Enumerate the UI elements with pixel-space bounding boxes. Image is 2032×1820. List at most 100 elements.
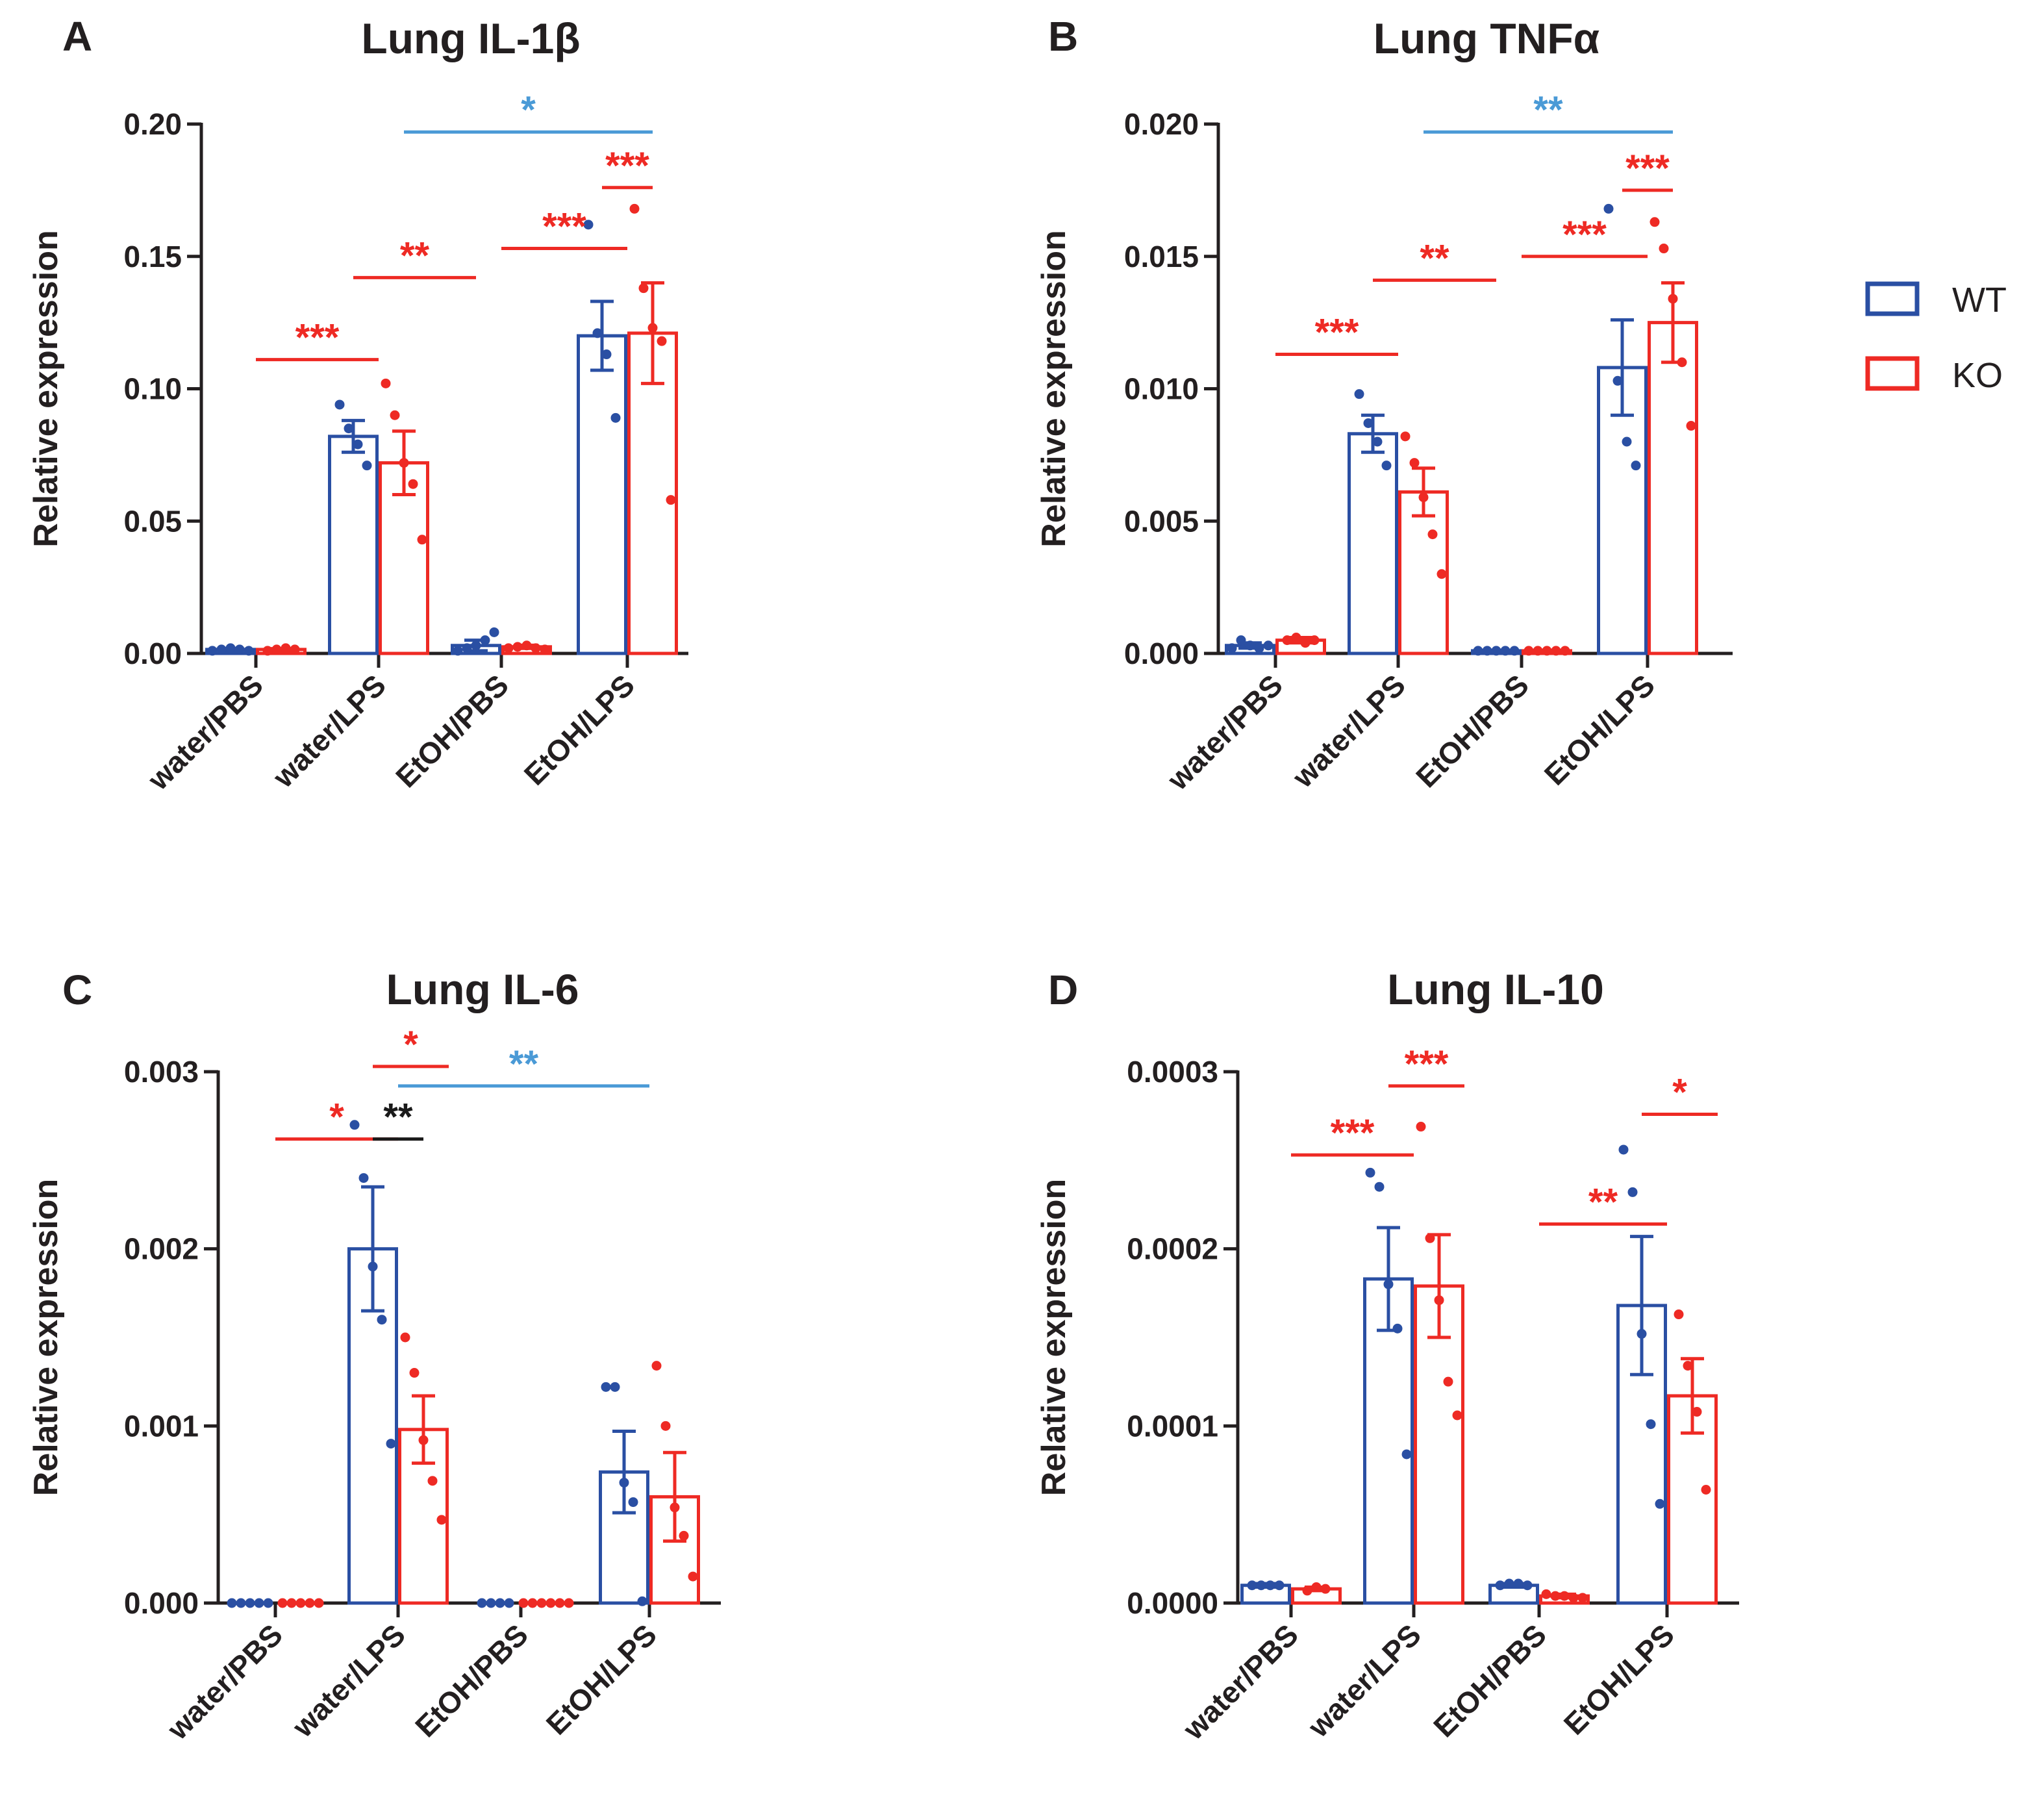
data-point-ko (295, 1598, 306, 1608)
data-point-wt (368, 1261, 378, 1272)
data-point-ko (277, 1598, 288, 1608)
data-point-ko (1542, 646, 1552, 656)
panel-letter: B (1048, 13, 1078, 60)
data-point-wt (1491, 646, 1501, 656)
panel-c: C Lung IL-6 0.000 0.001 0.002 0.003 Relative… (27, 965, 721, 1747)
data-point-ko (1311, 1582, 1322, 1592)
x-category-label: water/PBS (1160, 668, 1289, 796)
data-point-ko (555, 1598, 565, 1608)
data-point-ko (629, 203, 640, 214)
legend: WT KO (1865, 281, 2007, 395)
y-tick-label: 0.0002 (1127, 1232, 1218, 1266)
data-point-ko (1541, 1589, 1551, 1599)
data-point-wt (1522, 1580, 1533, 1591)
bar-wt (577, 334, 627, 655)
y-tick-label: 0.0001 (1127, 1409, 1218, 1443)
y-tick-label: 0.020 (1124, 107, 1199, 141)
data-point-wt (245, 1598, 255, 1608)
data-point-ko (1524, 646, 1534, 656)
x-category-label: water/LPS (285, 1617, 412, 1744)
y-tick-label: 0.015 (1124, 240, 1199, 273)
legend-swatch-ko (1865, 356, 1920, 391)
data-point-wt (471, 640, 481, 651)
data-point-ko (688, 1571, 698, 1582)
data-point-ko (503, 643, 514, 653)
y-tick-label: 0.00 (123, 637, 182, 670)
legend-label-wt: WT (1952, 281, 2007, 320)
data-point-wt (236, 1598, 246, 1608)
significance-stars: * (403, 1024, 418, 1066)
data-point-ko (518, 1598, 529, 1608)
data-point-wt (216, 644, 227, 655)
chart-title: Lung IL-6 (386, 965, 579, 1013)
data-point-wt (234, 644, 245, 655)
data-point-wt (244, 646, 254, 656)
data-point-ko (638, 283, 649, 294)
y-tick-label: 0.000 (1124, 637, 1199, 670)
chart-title: Lung IL-10 (1387, 965, 1604, 1013)
data-point-wt (1265, 1580, 1275, 1591)
legend-swatch-wt (1865, 281, 1920, 316)
data-point-ko (1701, 1484, 1711, 1495)
data-point-wt (254, 1598, 264, 1608)
data-point-wt (1509, 646, 1520, 656)
data-point-wt (1401, 1449, 1412, 1460)
plot-area: 0.000 0.001 0.002 0.003 Relative expression w… (27, 1024, 721, 1747)
data-point-ko (436, 1515, 447, 1525)
data-point-ko (408, 479, 418, 489)
x-category-label: EtOH/LPS (540, 1617, 663, 1741)
data-point-wt (504, 1598, 514, 1608)
data-point-wt (1383, 1279, 1394, 1289)
panel-b: B Lung TNFα 0.000 0.005 0.010 0.015 0.020 Rel… (1035, 13, 1733, 797)
x-category-label: EtOH/PBS (389, 668, 515, 794)
significance-stars: * (1672, 1071, 1687, 1113)
significance-stars: *** (1562, 214, 1607, 256)
data-point-ko (679, 1530, 689, 1541)
data-point-wt (583, 220, 594, 230)
y-tick-label: 0.001 (124, 1409, 199, 1443)
data-point-wt (1392, 1323, 1403, 1333)
data-point-ko (399, 458, 409, 468)
data-point-wt (227, 1598, 237, 1608)
x-category-label: water/PBS (160, 1617, 289, 1746)
significance-stars: *** (542, 206, 586, 248)
data-point-ko (536, 1598, 547, 1608)
data-point-ko (1400, 431, 1411, 442)
data-point-ko (564, 1598, 574, 1608)
data-point-ko (666, 495, 676, 505)
data-point-ko (1436, 569, 1447, 579)
data-point-wt (1495, 1580, 1505, 1591)
data-point-wt (377, 1315, 387, 1325)
data-point-ko (1559, 1591, 1570, 1601)
significance-stars: *** (1331, 1112, 1375, 1154)
data-point-wt (353, 439, 363, 449)
y-tick-label: 0.000 (124, 1586, 199, 1620)
significance-stars: *** (605, 145, 649, 187)
data-point-wt (344, 423, 354, 434)
data-point-ko (1677, 357, 1687, 368)
data-point-wt (480, 635, 490, 646)
data-point-ko (400, 1332, 410, 1343)
significance-stars: ** (509, 1043, 539, 1085)
y-tick-label: 0.002 (124, 1232, 199, 1266)
data-point-ko (1427, 529, 1438, 540)
y-tick-label: 0.10 (123, 372, 182, 406)
data-point-ko (657, 336, 667, 346)
data-point-wt (628, 1497, 638, 1508)
data-point-ko (1302, 1586, 1312, 1596)
data-point-wt (489, 627, 499, 637)
plot-area: 0.000 0.005 0.010 0.015 0.020 Relative expres… (1035, 89, 1733, 797)
data-point-ko (290, 644, 300, 655)
y-tick-label: 0.010 (1124, 372, 1199, 406)
y-axis-title: Relative expression (27, 1179, 65, 1496)
legend-label-ko: KO (1952, 356, 2003, 395)
data-point-wt (334, 399, 345, 410)
data-point-wt (349, 1120, 360, 1130)
data-point-ko (1577, 1593, 1588, 1603)
data-point-ko (1409, 458, 1420, 468)
data-point-ko (1659, 244, 1669, 254)
data-point-wt (1504, 1578, 1514, 1589)
data-point-ko (1300, 638, 1311, 648)
data-point-wt (1618, 1144, 1629, 1155)
